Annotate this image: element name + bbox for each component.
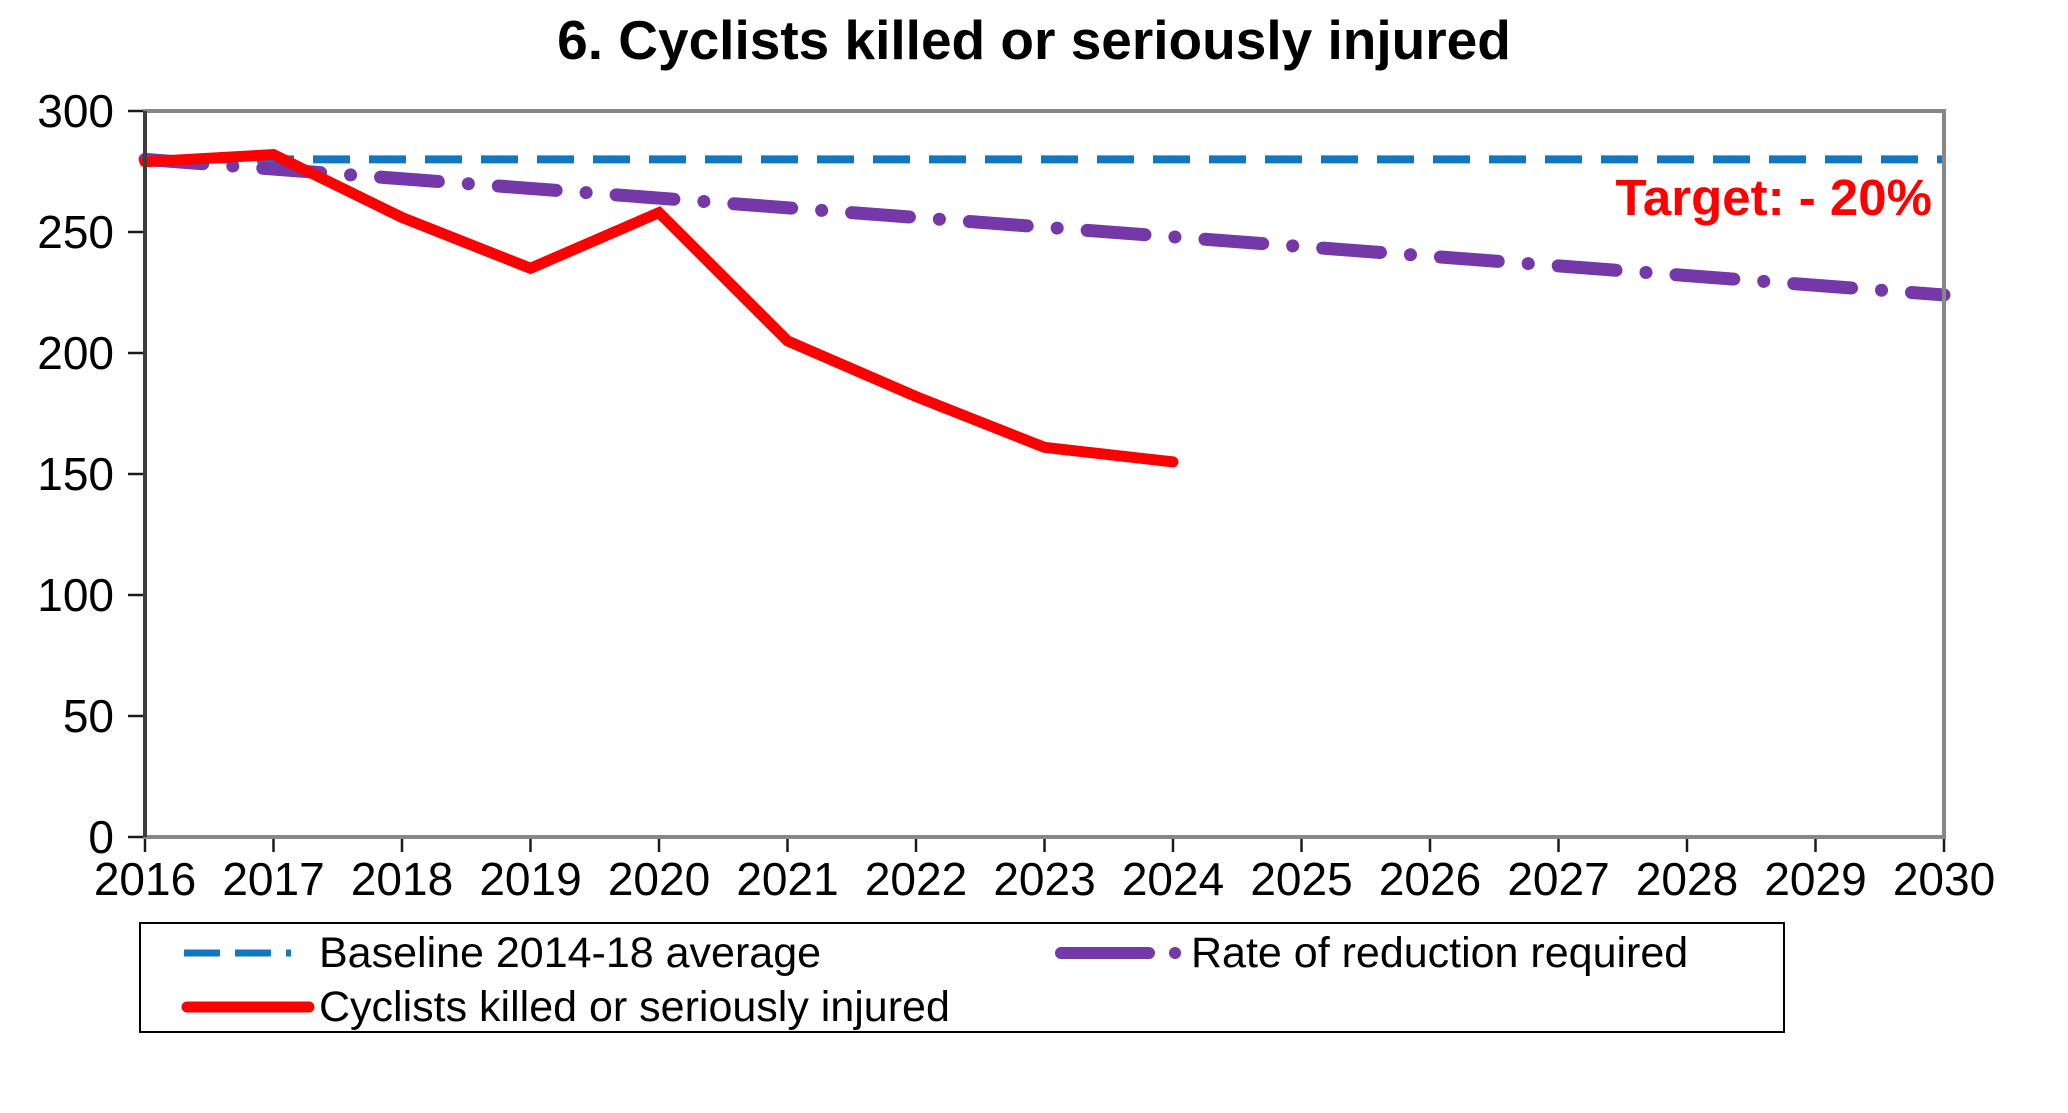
x-axis-tick-label: 2024 [1122, 853, 1224, 905]
y-axis-tick-label: 100 [37, 569, 114, 621]
x-axis-tick-label: 2018 [351, 853, 453, 905]
y-axis-tick-label: 50 [63, 690, 114, 742]
chart-legend: Baseline 2014-18 average Rate of reducti… [139, 922, 1785, 1033]
legend-label-required: Rate of reduction required [1191, 928, 1689, 977]
chart-title: 6. Cyclists killed or seriously injured [557, 9, 1511, 71]
required-line [138, 152, 1951, 302]
target-annotation: Target: - 20% [1616, 169, 1932, 226]
x-axis-tick-label: 2016 [94, 853, 196, 905]
legend-item-baseline: Baseline 2014-18 average [181, 929, 821, 977]
legend-label-actual: Cyclists killed or seriously injured [319, 982, 950, 1031]
x-axis-tick-label: 2022 [865, 853, 967, 905]
x-axis-tick-label: 2028 [1636, 853, 1738, 905]
required-line-sample-icon [1055, 947, 1187, 959]
x-axis-tick-label: 2017 [222, 853, 324, 905]
x-axis-tick-label: 2023 [993, 853, 1095, 905]
y-axis-tick-label: 150 [37, 448, 114, 500]
y-axis-tick-label: 200 [37, 327, 114, 379]
y-axis-tick-label: 300 [37, 85, 114, 137]
x-axis-tick-label: 2029 [1764, 853, 1866, 905]
x-axis-tick-label: 2019 [479, 853, 581, 905]
x-axis-tick-label: 2026 [1379, 853, 1481, 905]
legend-item-actual: Cyclists killed or seriously injured [181, 983, 950, 1031]
x-axis-tick-label: 2025 [1250, 853, 1352, 905]
legend-label-baseline: Baseline 2014-18 average [319, 928, 822, 977]
y-axis-tick-label: 0 [88, 811, 114, 863]
x-axis-tick-label: 2030 [1893, 853, 1995, 905]
baseline-line-sample-icon [184, 949, 312, 957]
legend-item-required: Rate of reduction required [1053, 929, 1688, 977]
line-chart: Target: - 20% 0 50 100 150 200 250 300 2016 2017… [37, 85, 1995, 905]
x-axis-tick-label: 2020 [608, 853, 710, 905]
actual-line [139, 148, 1179, 468]
x-axis-tick-label: 2027 [1507, 853, 1609, 905]
y-axis-tick-label: 250 [37, 206, 114, 258]
actual-line-sample-icon [181, 1001, 315, 1013]
x-axis-tick-label: 2021 [736, 853, 838, 905]
